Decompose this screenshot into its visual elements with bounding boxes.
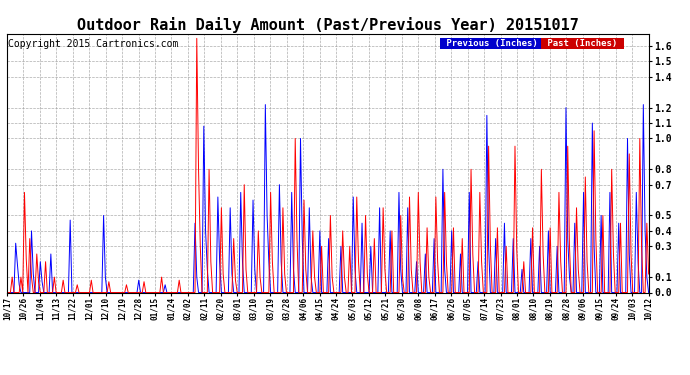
Title: Outdoor Rain Daily Amount (Past/Previous Year) 20151017: Outdoor Rain Daily Amount (Past/Previous… bbox=[77, 16, 579, 33]
Text: Previous (Inches): Previous (Inches) bbox=[441, 39, 543, 48]
Text: Copyright 2015 Cartronics.com: Copyright 2015 Cartronics.com bbox=[8, 39, 178, 49]
Text: Past (Inches): Past (Inches) bbox=[542, 39, 622, 48]
